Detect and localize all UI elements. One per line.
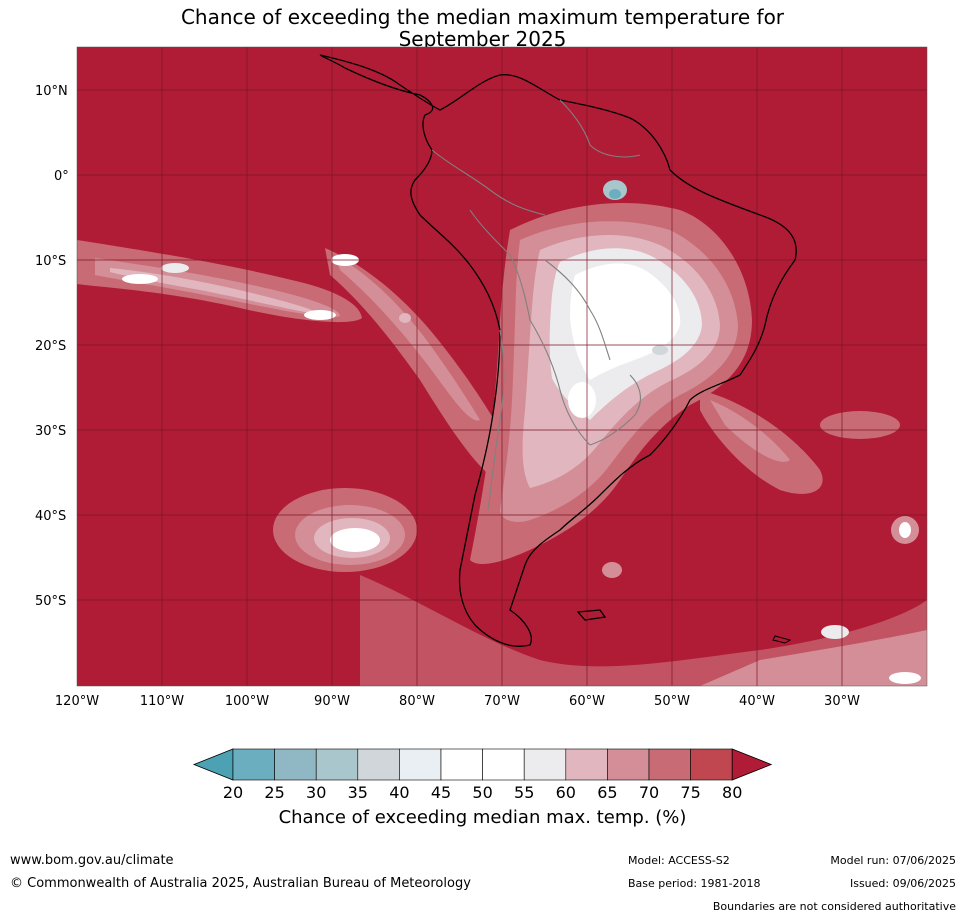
lon-label-110w: 110°W <box>140 694 184 709</box>
lat-label-20s: 20°S <box>35 339 66 354</box>
colorbar-swatch <box>232 748 275 781</box>
disclaimer-text: Boundaries are not considered authoritat… <box>712 900 956 913</box>
colorbar-swatch <box>357 748 400 781</box>
falkland-islands <box>576 609 607 621</box>
lat-label-50s: 50°S <box>35 594 66 609</box>
atlantic-plumes <box>602 390 919 578</box>
map-title-line-1: Chance of exceeding the median maximum t… <box>180 5 785 29</box>
lat-label-0: 0° <box>54 169 69 184</box>
colorbar-swatch <box>315 748 359 781</box>
pacific-blob-south <box>273 488 417 572</box>
lon-label-60w: 60°W <box>569 694 605 709</box>
lon-label-80w: 80°W <box>399 694 435 709</box>
colorbar-swatch <box>399 748 442 781</box>
lon-label-90w: 90°W <box>314 694 350 709</box>
lon-label-100w: 100°W <box>225 694 269 709</box>
colorbar-tick-label: 20 <box>223 783 243 802</box>
colorbar-tick-label: 35 <box>348 783 368 802</box>
colorbar-swatch <box>565 748 608 781</box>
colorbar-swatch <box>440 748 483 781</box>
lon-label-120w: 120°W <box>55 694 99 709</box>
issued-text: Issued: 09/06/2025 <box>849 877 956 890</box>
colorbar-tick-label: 70 <box>639 783 659 802</box>
south-georgia <box>772 635 792 644</box>
colorbar-tick-label: 50 <box>472 783 492 802</box>
colorbar-tick-label: 45 <box>431 783 451 802</box>
lat-label-10s: 10°S <box>35 254 66 269</box>
colorbar-swatch <box>690 748 733 781</box>
map-area <box>77 47 927 686</box>
colorbar-tick-label: 25 <box>264 783 284 802</box>
colorbar-arrow-high <box>731 748 773 781</box>
colorbar-swatch <box>482 748 525 781</box>
colorbar-tick-label: 80 <box>722 783 742 802</box>
colorbar-tick-label: 75 <box>680 783 700 802</box>
country-borders <box>431 99 641 511</box>
colorbar-swatch <box>274 748 317 781</box>
lat-label-40s: 40°S <box>35 509 66 524</box>
colorbar-tick-label: 65 <box>597 783 617 802</box>
colorbar-swatch <box>523 748 567 781</box>
colorbar-swatch <box>648 748 691 781</box>
lat-label-10n: 10°N <box>35 84 68 99</box>
colorbar-tick-label: 60 <box>556 783 576 802</box>
lon-label-50w: 50°W <box>654 694 690 709</box>
lon-label-70w: 70°W <box>484 694 520 709</box>
colorbar-tick-label: 55 <box>514 783 534 802</box>
graticule <box>77 47 927 686</box>
lon-label-30w: 30°W <box>824 694 860 709</box>
colorbar-arrow-low <box>192 748 234 781</box>
map-frame <box>76 46 928 687</box>
lon-label-40w: 40°W <box>739 694 775 709</box>
colorbar: 20 25 30 35 40 45 50 55 60 65 70 75 80 <box>192 748 773 802</box>
model-run-text: Model run: 07/06/2025 <box>830 854 956 867</box>
colorbar-tick-label: 40 <box>389 783 409 802</box>
site-link[interactable]: www.bom.gov.au/climate <box>10 853 174 868</box>
copyright-text: © Commonwealth of Australia 2025, Austra… <box>10 876 471 891</box>
colorbar-title: Chance of exceeding median max. temp. (%… <box>278 807 687 828</box>
model-text: Model: ACCESS-S2 <box>628 854 730 867</box>
map-title-line-2: September 2025 <box>398 27 567 51</box>
base-period-text: Base period: 1981-2018 <box>628 877 761 890</box>
lat-label-30s: 30°S <box>35 424 66 439</box>
continental-region <box>470 180 752 565</box>
colorbar-swatch <box>607 748 650 781</box>
colorbar-tick-label: 30 <box>306 783 326 802</box>
south-america-coastline <box>319 54 797 647</box>
